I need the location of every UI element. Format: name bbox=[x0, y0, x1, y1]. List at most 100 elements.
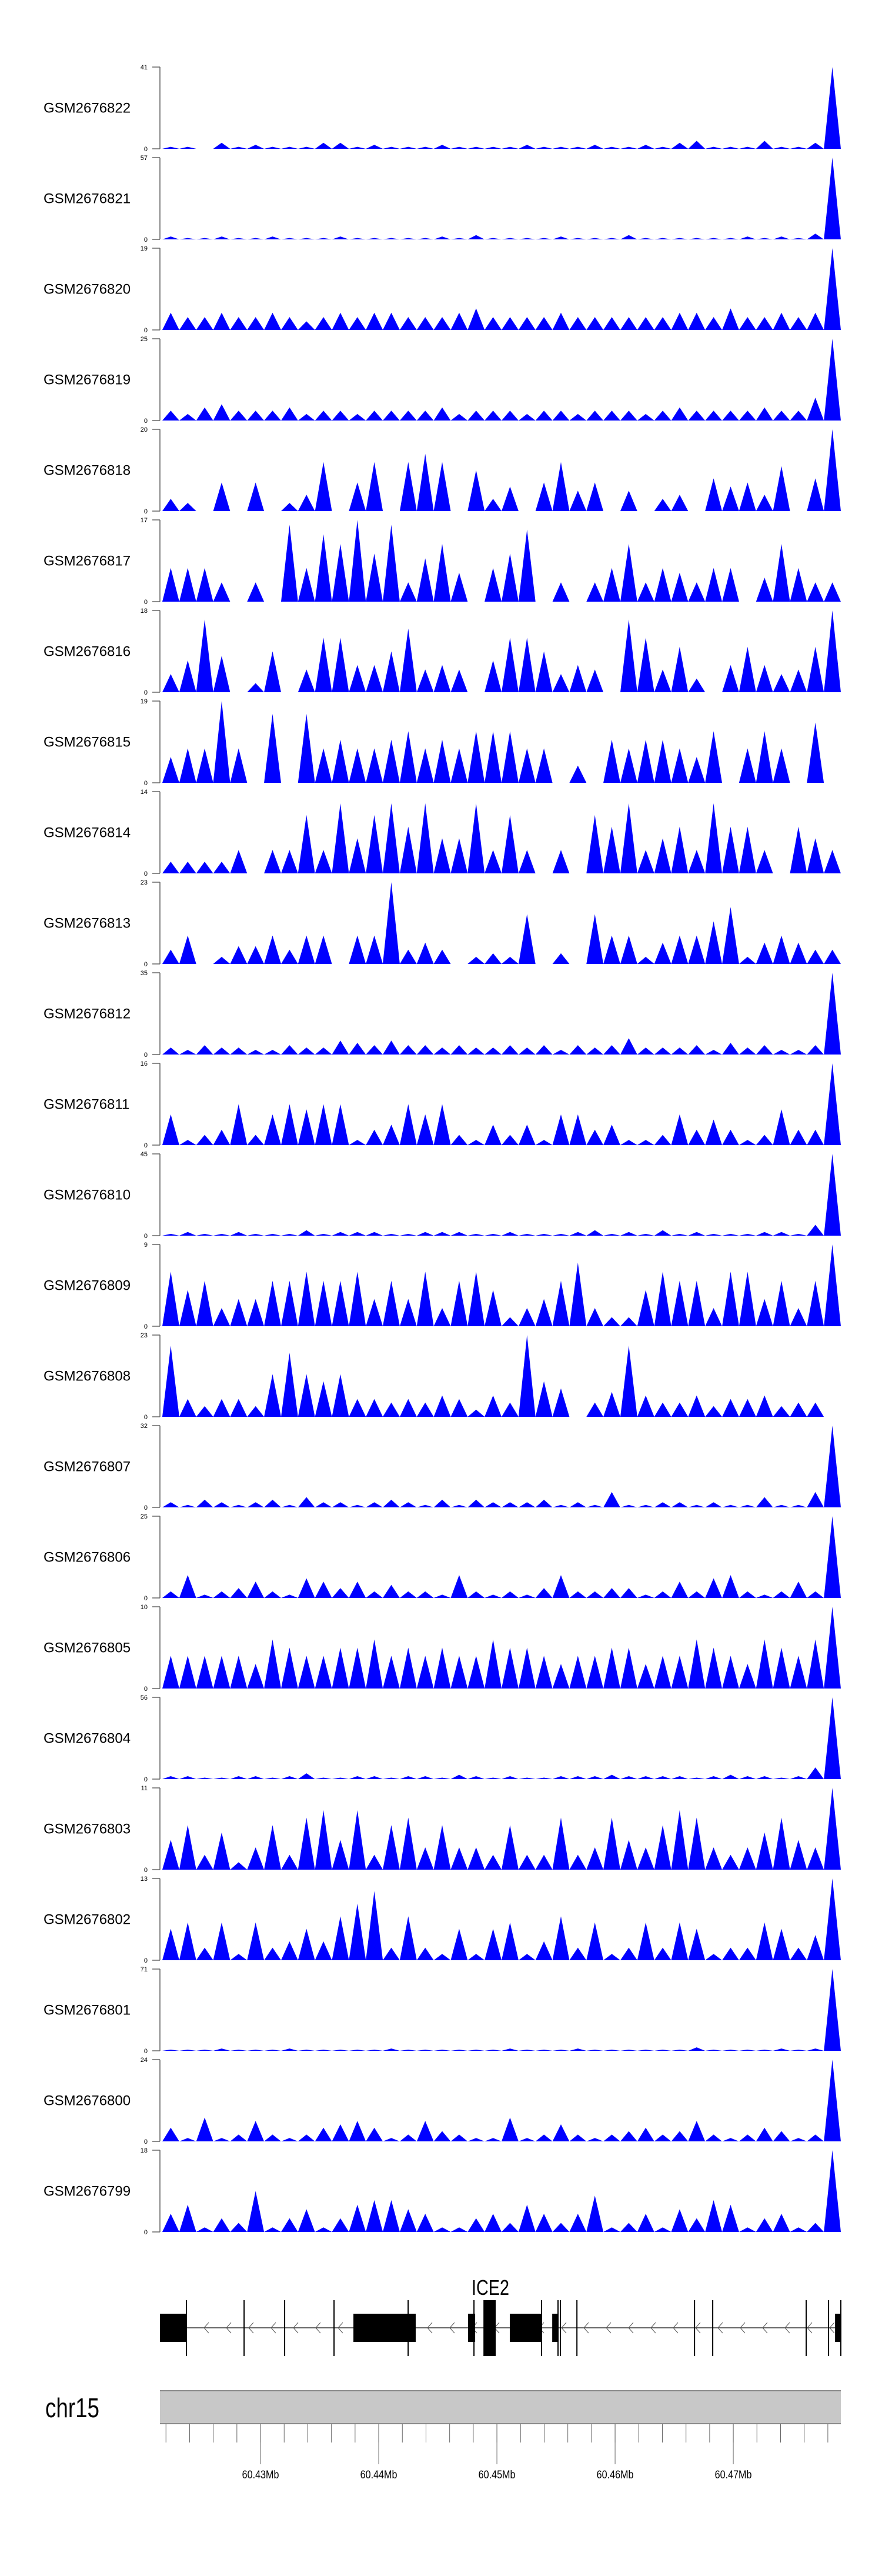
x-tick-label: 60.44Mb bbox=[360, 2468, 397, 2481]
y-max-label: 57 bbox=[141, 155, 148, 162]
track-label: GSM2676808 bbox=[44, 1369, 131, 1384]
y-max-label: 45 bbox=[141, 1151, 148, 1158]
y-max-label: 56 bbox=[141, 1694, 148, 1701]
y-max-label: 23 bbox=[141, 1332, 148, 1339]
y-zero-label: 0 bbox=[144, 780, 148, 787]
track-GSM2676817: GSM2676817 17 0 bbox=[44, 517, 841, 606]
track-label: GSM2676821 bbox=[44, 191, 131, 207]
track-GSM2676813: GSM2676813 23 0 bbox=[44, 879, 841, 968]
y-max-label: 19 bbox=[141, 698, 148, 705]
coverage-area bbox=[162, 1426, 841, 1507]
strand-arrow-icon bbox=[338, 2322, 343, 2334]
track-label: GSM2676809 bbox=[44, 1278, 131, 1294]
exon-box-tall bbox=[483, 2300, 496, 2356]
y-zero-label: 0 bbox=[144, 236, 148, 243]
track-label: GSM2676800 bbox=[44, 2093, 131, 2109]
track-label: GSM2676799 bbox=[44, 2184, 131, 2200]
track-label: GSM2676818 bbox=[44, 463, 131, 479]
track-GSM2676805: GSM2676805 10 0 bbox=[44, 1604, 841, 1693]
x-tick-label: 60.43Mb bbox=[242, 2468, 279, 2481]
gene-name-label: ICE2 bbox=[472, 2275, 509, 2300]
strand-arrow-icon bbox=[673, 2322, 679, 2334]
coverage-area bbox=[162, 973, 841, 1055]
y-zero-label: 0 bbox=[144, 2229, 148, 2236]
strand-arrow-icon bbox=[650, 2322, 656, 2334]
coverage-area bbox=[162, 1607, 841, 1689]
coverage-area bbox=[162, 1154, 841, 1236]
y-zero-label: 0 bbox=[144, 1776, 148, 1783]
y-zero-label: 0 bbox=[144, 599, 148, 606]
y-zero-label: 0 bbox=[144, 2138, 148, 2145]
y-max-label: 41 bbox=[141, 64, 148, 71]
track-label: GSM2676807 bbox=[44, 1459, 131, 1475]
exon-box bbox=[468, 2314, 476, 2342]
coverage-area bbox=[162, 1063, 841, 1145]
y-zero-label: 0 bbox=[144, 146, 148, 153]
track-GSM2676802: GSM2676802 13 0 bbox=[44, 1876, 841, 1964]
strand-arrow-icon bbox=[628, 2322, 634, 2334]
coverage-area bbox=[162, 67, 841, 149]
y-zero-label: 0 bbox=[144, 1052, 148, 1059]
track-GSM2676821: GSM2676821 57 0 bbox=[44, 155, 841, 243]
y-max-label: 18 bbox=[141, 608, 148, 615]
strand-arrow-icon bbox=[427, 2322, 433, 2334]
track-GSM2676820: GSM2676820 19 0 bbox=[44, 245, 841, 334]
y-max-label: 25 bbox=[141, 1513, 148, 1520]
coverage-area bbox=[162, 520, 841, 602]
track-label: GSM2676820 bbox=[44, 282, 131, 298]
strand-arrow-icon bbox=[762, 2322, 768, 2334]
strand-arrow-icon bbox=[606, 2322, 612, 2334]
y-max-label: 32 bbox=[141, 1423, 148, 1430]
y-max-label: 35 bbox=[141, 970, 148, 977]
y-zero-label: 0 bbox=[144, 508, 148, 515]
y-max-label: 17 bbox=[141, 517, 148, 524]
y-zero-label: 0 bbox=[144, 961, 148, 968]
strand-arrow-icon bbox=[270, 2322, 276, 2334]
track-label: GSM2676817 bbox=[44, 553, 131, 569]
y-zero-label: 0 bbox=[144, 1686, 148, 1693]
track-label: GSM2676806 bbox=[44, 1550, 131, 1566]
gene-track: ICE2 bbox=[160, 2275, 841, 2356]
strand-arrow-icon bbox=[717, 2322, 723, 2334]
coverage-tracks: GSM2676822410GSM2676821570GSM2676820190G… bbox=[44, 64, 841, 2236]
y-zero-label: 0 bbox=[144, 1957, 148, 1964]
y-max-label: 23 bbox=[141, 879, 148, 886]
strand-arrow-icon bbox=[248, 2322, 254, 2334]
y-max-label: 11 bbox=[141, 1785, 148, 1792]
strand-arrow-icon bbox=[203, 2322, 209, 2334]
track-GSM2676799: GSM2676799 18 0 bbox=[44, 2147, 841, 2236]
coverage-area bbox=[162, 248, 841, 330]
track-GSM2676815: GSM2676815 19 0 bbox=[44, 698, 841, 787]
coverage-area bbox=[162, 803, 841, 873]
track-label: GSM2676802 bbox=[44, 1912, 131, 1928]
chromosome-band bbox=[160, 2390, 841, 2424]
coverage-area bbox=[162, 1697, 841, 1779]
track-label: GSM2676805 bbox=[44, 1640, 131, 1656]
coverage-area bbox=[162, 1788, 841, 1870]
coverage-area bbox=[162, 1335, 841, 1417]
track-GSM2676800: GSM2676800 24 0 bbox=[44, 2057, 841, 2145]
exon-box bbox=[835, 2314, 841, 2342]
track-label: GSM2676819 bbox=[44, 372, 131, 388]
track-GSM2676804: GSM2676804 56 0 bbox=[44, 1694, 841, 1783]
track-label: GSM2676811 bbox=[44, 1097, 129, 1113]
strand-arrow-icon bbox=[829, 2322, 835, 2334]
track-GSM2676803: GSM2676803 11 0 bbox=[44, 1785, 841, 1874]
strand-arrow-icon bbox=[784, 2322, 790, 2334]
coverage-area bbox=[162, 1878, 841, 1960]
track-GSM2676811: GSM2676811 16 0 bbox=[44, 1060, 841, 1149]
track-label: GSM2676814 bbox=[44, 825, 131, 841]
chromosome-axis: chr15 60.43Mb 60.44Mb 60.45Mb 60.46Mb 60.47M… bbox=[45, 2390, 841, 2481]
strand-arrow-icon bbox=[807, 2322, 813, 2334]
track-GSM2676808: GSM2676808 23 0 bbox=[44, 1332, 841, 1421]
y-max-label: 25 bbox=[141, 336, 148, 343]
exon-box bbox=[353, 2314, 416, 2342]
track-label: GSM2676812 bbox=[44, 1006, 131, 1022]
y-max-label: 14 bbox=[141, 789, 148, 796]
track-label: GSM2676804 bbox=[44, 1731, 131, 1747]
track-GSM2676816: GSM2676816 18 0 bbox=[44, 608, 841, 696]
track-label: GSM2676816 bbox=[44, 644, 131, 660]
coverage-area bbox=[162, 1516, 841, 1598]
y-zero-label: 0 bbox=[144, 2048, 148, 2055]
coverage-area bbox=[162, 2060, 841, 2141]
